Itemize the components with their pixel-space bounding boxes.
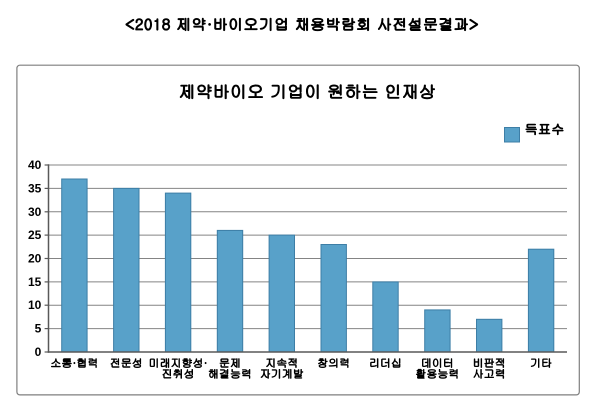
svg-text:30: 30 [28,205,42,219]
svg-text:20: 20 [28,252,42,266]
svg-text:40: 40 [28,158,42,172]
svg-text:15: 15 [28,275,42,289]
svg-text:5: 5 [35,322,42,336]
svg-text:35: 35 [28,181,42,195]
svg-text:25: 25 [28,228,42,242]
svg-text:10: 10 [28,298,42,312]
svg-text:0: 0 [35,345,42,359]
